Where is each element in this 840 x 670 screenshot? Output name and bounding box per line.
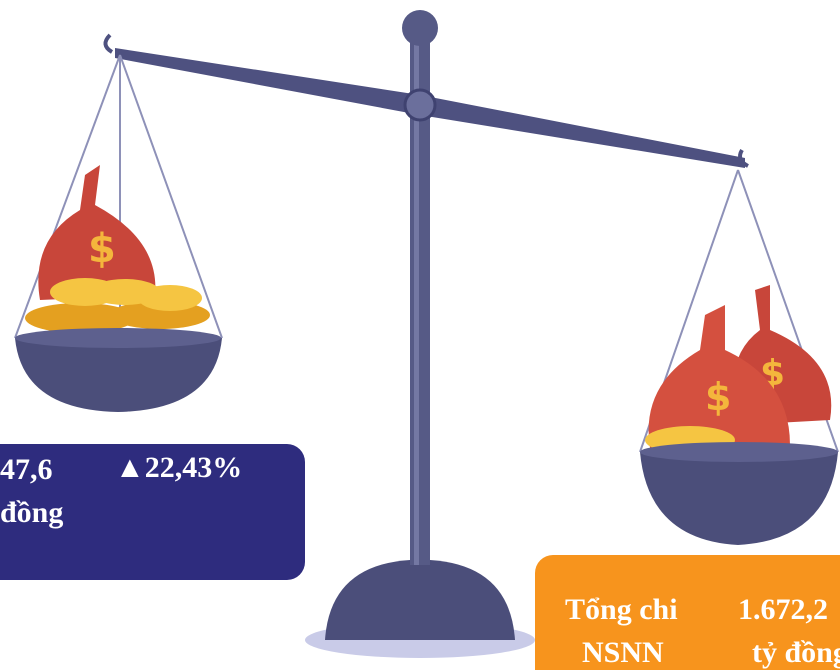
right-pan: $ $ — [639, 169, 839, 545]
svg-text:$: $ — [705, 375, 731, 419]
right-label: NSNN — [582, 636, 664, 669]
knob — [402, 10, 438, 46]
right-value: 1.672,2 — [738, 593, 828, 626]
pivot — [403, 88, 437, 122]
left-box — [0, 444, 305, 580]
right-label: Tổng chi — [565, 593, 678, 626]
base — [325, 560, 515, 640]
svg-text:$: $ — [88, 226, 116, 272]
left-pan: $ — [14, 54, 223, 412]
hook-right — [738, 148, 749, 168]
right-box — [535, 555, 840, 670]
pole-highlight — [414, 40, 419, 565]
left-value: 47,6 — [0, 453, 53, 486]
left-unit: đồng — [0, 496, 63, 529]
hook-left — [103, 33, 114, 54]
left-change: ▲22,43% — [115, 451, 242, 484]
right-unit: tỷ đồng — [752, 636, 840, 669]
